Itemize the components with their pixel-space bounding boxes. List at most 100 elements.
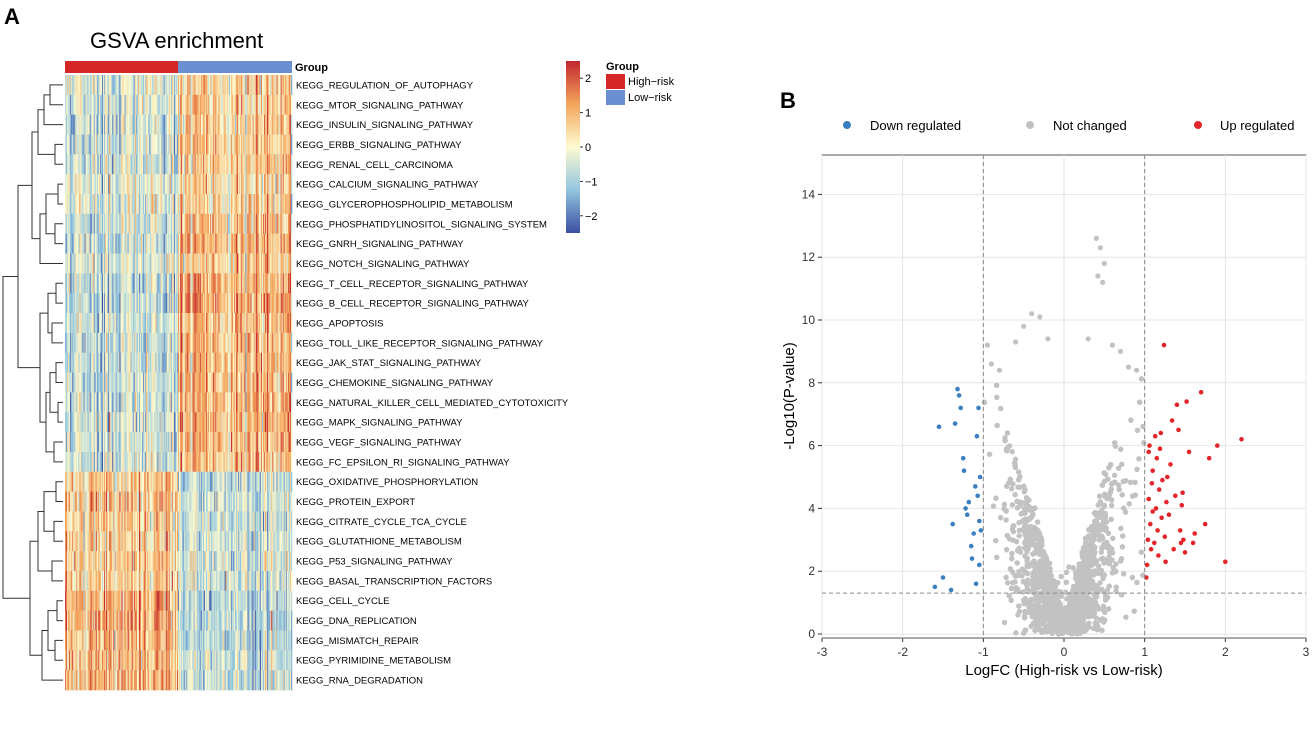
heatmap-cell	[122, 372, 124, 393]
heatmap-cell	[172, 194, 175, 215]
heatmap-cell	[193, 392, 195, 413]
heatmap-cell	[215, 134, 217, 155]
heatmap-cell	[125, 392, 127, 413]
heatmap-cell	[164, 253, 166, 274]
heatmap-cell	[168, 293, 171, 314]
heatmap-cell	[84, 313, 86, 334]
heatmap-cell	[227, 114, 230, 135]
heatmap-cell	[167, 134, 170, 155]
heatmap-cell	[103, 114, 105, 135]
heatmap-cell	[218, 194, 220, 215]
heatmap-cell	[227, 293, 230, 314]
heatmap-cell	[223, 194, 225, 215]
heatmap-cell	[186, 94, 188, 115]
heatmap-cell	[245, 352, 247, 373]
heatmap-cell	[118, 174, 120, 195]
heatmap-cell	[185, 372, 187, 393]
heatmap-cell	[110, 94, 112, 115]
heatmap-cell	[80, 253, 82, 274]
heatmap-cell	[170, 313, 173, 334]
heatmap-cell	[123, 412, 125, 433]
heatmap-cell	[81, 253, 83, 274]
heatmap-cell	[72, 412, 74, 433]
heatmap-cell	[224, 174, 226, 195]
heatmap-cell	[134, 194, 137, 215]
heatmap-cell	[118, 134, 120, 155]
heatmap-cell	[165, 412, 167, 433]
heatmap-cell	[73, 432, 75, 453]
heatmap-cell	[91, 194, 94, 215]
heatmap-cell	[200, 134, 203, 155]
heatmap-cell	[166, 273, 169, 294]
heatmap-cell	[76, 293, 78, 314]
heatmap-cell	[99, 253, 102, 274]
heatmap-cell	[78, 233, 80, 254]
heatmap-cell	[204, 372, 207, 393]
heatmap-cell	[82, 94, 84, 115]
heatmap-cell	[210, 293, 212, 314]
heatmap-cell	[106, 154, 108, 175]
heatmap-cell	[245, 174, 247, 195]
heatmap-cell	[90, 332, 93, 354]
heatmap-cell	[129, 94, 132, 115]
heatmap-cell	[95, 332, 98, 354]
heatmap-cell	[131, 75, 134, 96]
heatmap-cell	[107, 332, 109, 354]
heatmap-cell	[90, 432, 93, 453]
heatmap-cell	[155, 253, 157, 274]
heatmap-cell	[240, 94, 242, 115]
heatmap-cell	[161, 372, 163, 393]
heatmap-cell	[119, 154, 121, 175]
heatmap-cell	[224, 253, 226, 274]
heatmap-cell	[159, 194, 161, 215]
heatmap-cell	[244, 114, 246, 135]
heatmap-cell	[74, 213, 76, 235]
heatmap-cell	[167, 372, 170, 393]
heatmap-cell	[252, 332, 254, 354]
heatmap-cell	[242, 154, 244, 175]
heatmap-cell	[274, 432, 276, 453]
heatmap-cell	[71, 352, 73, 373]
heatmap-cell	[84, 372, 86, 393]
heatmap-cell	[125, 412, 127, 433]
heatmap-cell	[121, 372, 123, 393]
heatmap-cell	[166, 392, 169, 413]
heatmap-cell	[105, 372, 107, 393]
heatmap-cell	[181, 253, 183, 274]
heatmap-cell	[87, 94, 89, 115]
heatmap-cell	[96, 134, 99, 155]
heatmap-cell	[173, 372, 176, 393]
heatmap-cell	[82, 194, 84, 215]
heatmap-cell	[236, 233, 238, 254]
heatmap-cell	[282, 372, 285, 393]
heatmap-cell	[247, 293, 249, 314]
heatmap-cell	[137, 392, 140, 413]
heatmap-cell	[112, 372, 114, 393]
heatmap-cell	[86, 154, 88, 175]
heatmap-cell	[92, 392, 95, 413]
heatmap-cell	[215, 313, 217, 334]
heatmap-cell	[108, 94, 110, 115]
heatmap-cell	[83, 273, 85, 294]
heatmap-cell	[133, 293, 136, 314]
heatmap-cell	[150, 412, 152, 433]
heatmap-cell	[228, 293, 231, 314]
heatmap-cell	[276, 154, 278, 175]
heatmap-cell	[204, 213, 207, 235]
heatmap-cell	[143, 154, 145, 175]
heatmap-cell	[244, 432, 246, 453]
heatmap-cell	[220, 432, 222, 453]
heatmap-cell	[266, 253, 268, 274]
heatmap-cell	[152, 332, 154, 354]
heatmap-cell	[248, 174, 250, 195]
heatmap-cell	[106, 253, 108, 274]
heatmap-cell	[230, 134, 233, 155]
heatmap-cell	[75, 134, 77, 155]
heatmap-cell	[137, 134, 140, 155]
heatmap-cell	[81, 332, 83, 354]
heatmap-cell	[270, 392, 272, 413]
heatmap-cell	[266, 313, 268, 334]
heatmap-cell	[269, 313, 271, 334]
heatmap-cell	[240, 253, 242, 274]
heatmap-cell	[281, 75, 283, 96]
